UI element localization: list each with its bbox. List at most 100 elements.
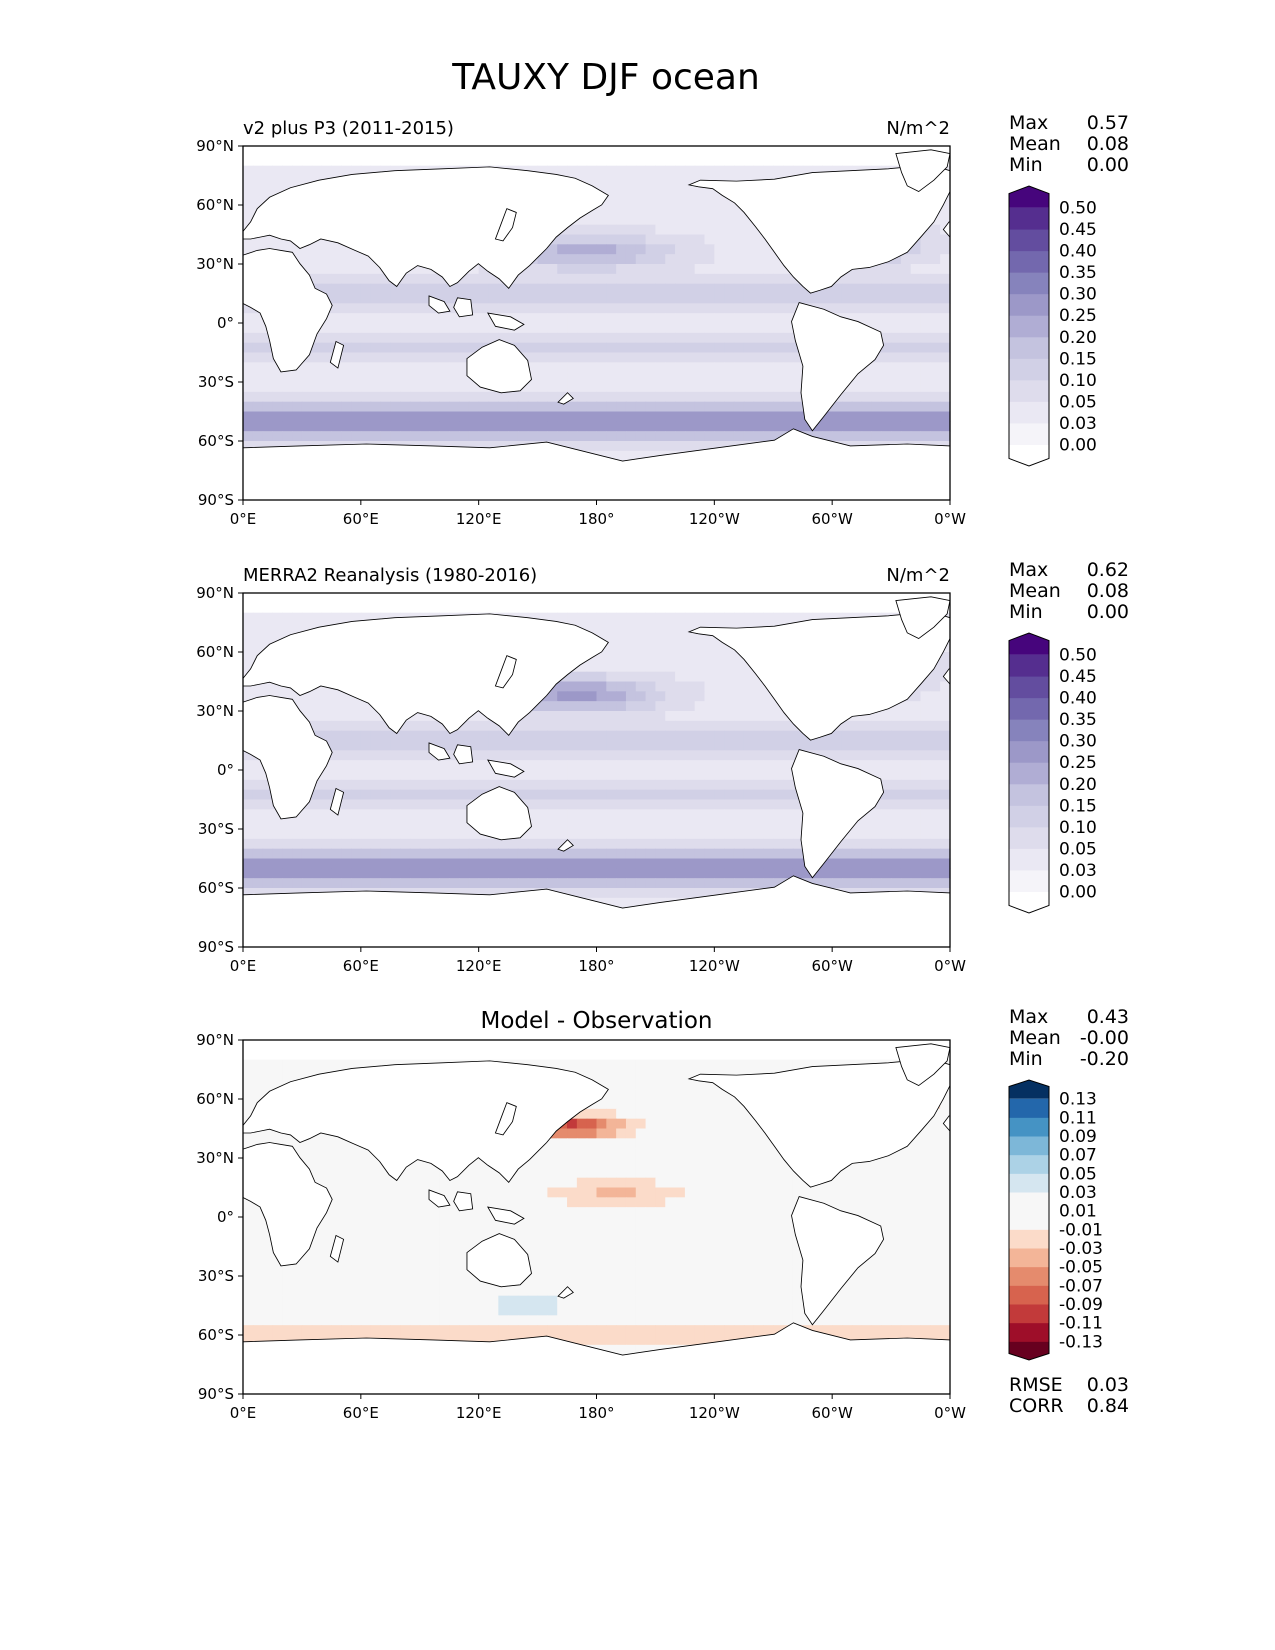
field-cell bbox=[468, 868, 480, 879]
field-cell bbox=[321, 730, 332, 742]
field-cell bbox=[655, 779, 666, 791]
field-cell bbox=[606, 313, 617, 324]
field-cell bbox=[694, 224, 706, 236]
colorbar-bin bbox=[1009, 783, 1049, 806]
field-cell bbox=[802, 421, 814, 432]
field-cell bbox=[311, 829, 323, 840]
field-cell bbox=[616, 391, 627, 403]
field-cell bbox=[655, 730, 666, 742]
field-cell bbox=[675, 838, 686, 850]
y-tick-label: 60°S bbox=[198, 432, 234, 450]
field-cell bbox=[370, 431, 382, 442]
field-cell bbox=[576, 848, 588, 860]
field-cell bbox=[478, 401, 490, 413]
field-cell bbox=[370, 878, 382, 889]
field-cell bbox=[331, 391, 342, 403]
field-cell bbox=[478, 750, 490, 761]
field-cell bbox=[586, 1108, 598, 1120]
field-cell bbox=[449, 283, 460, 295]
field-cell bbox=[851, 293, 863, 304]
field-cell bbox=[881, 779, 892, 791]
field-cell bbox=[655, 303, 666, 314]
field-cell bbox=[537, 323, 548, 334]
field-cell bbox=[586, 760, 598, 771]
field-cell bbox=[468, 264, 480, 275]
field-cell bbox=[920, 323, 931, 334]
x-tick-label: 120°W bbox=[689, 957, 740, 975]
field-cell bbox=[635, 214, 647, 226]
field-cell bbox=[910, 362, 922, 373]
field-cell bbox=[743, 342, 755, 354]
field-cell bbox=[881, 878, 892, 889]
field-cell bbox=[733, 372, 745, 383]
field-cell bbox=[861, 362, 873, 373]
field-cell bbox=[655, 632, 666, 643]
field-cell bbox=[910, 293, 922, 304]
field-cell bbox=[841, 878, 853, 889]
field-cell bbox=[694, 372, 706, 383]
field-cell bbox=[625, 642, 637, 653]
field-cell bbox=[439, 323, 450, 334]
field-cell bbox=[616, 185, 627, 196]
field-cell bbox=[645, 342, 657, 354]
field-cell bbox=[773, 382, 784, 393]
field-cell bbox=[488, 441, 499, 452]
field-cell bbox=[714, 1099, 725, 1110]
field-cell bbox=[694, 888, 706, 899]
field-cell bbox=[753, 382, 765, 393]
field-cell bbox=[429, 829, 440, 840]
field-cell bbox=[606, 878, 617, 889]
field-cell bbox=[684, 421, 696, 432]
field-cell bbox=[930, 254, 941, 265]
field-cell bbox=[400, 283, 411, 295]
field-cell bbox=[252, 165, 264, 177]
field-cell bbox=[684, 401, 696, 413]
field-cell bbox=[900, 342, 912, 354]
field-cell bbox=[243, 234, 254, 245]
field-cell bbox=[586, 809, 598, 820]
field-cell bbox=[606, 234, 617, 245]
field-cell bbox=[940, 332, 951, 344]
field-cell bbox=[459, 421, 470, 432]
field-cell bbox=[684, 1059, 696, 1071]
field-cell bbox=[419, 730, 431, 742]
field-cell bbox=[675, 878, 686, 889]
field-cell bbox=[635, 273, 647, 285]
field-cell bbox=[881, 848, 892, 860]
field-cell bbox=[459, 878, 470, 889]
field-cell bbox=[910, 273, 922, 285]
field-cell bbox=[704, 352, 715, 363]
field-cell bbox=[498, 868, 509, 879]
field-cell bbox=[547, 421, 558, 432]
field-cell bbox=[655, 760, 666, 771]
field-cell bbox=[930, 431, 941, 442]
field-cell bbox=[409, 303, 421, 314]
field-cell bbox=[743, 352, 755, 363]
field-cell bbox=[616, 382, 627, 393]
field-cell bbox=[341, 779, 352, 791]
field-cell bbox=[655, 224, 666, 236]
field-cell bbox=[537, 421, 548, 432]
field-cell bbox=[272, 612, 283, 624]
field-cell bbox=[625, 293, 637, 304]
field-cell bbox=[567, 711, 578, 722]
field-cell bbox=[900, 303, 912, 314]
field-cell bbox=[724, 838, 735, 850]
field-cell bbox=[694, 789, 706, 801]
field-cell bbox=[841, 293, 853, 304]
field-cell bbox=[400, 799, 411, 810]
field-cell bbox=[243, 195, 254, 206]
field-cell bbox=[439, 313, 450, 324]
field-cell bbox=[439, 391, 450, 403]
field-cell bbox=[331, 313, 342, 324]
y-tick-label: 60°N bbox=[196, 643, 234, 661]
field-cell bbox=[625, 195, 637, 206]
field-cell bbox=[508, 750, 519, 761]
field-cell bbox=[517, 332, 529, 344]
field-cell bbox=[655, 652, 666, 663]
field-cell bbox=[665, 283, 676, 295]
field-cell bbox=[341, 431, 352, 442]
field-cell bbox=[537, 799, 548, 810]
field-cell bbox=[694, 214, 706, 226]
field-cell bbox=[616, 779, 627, 791]
